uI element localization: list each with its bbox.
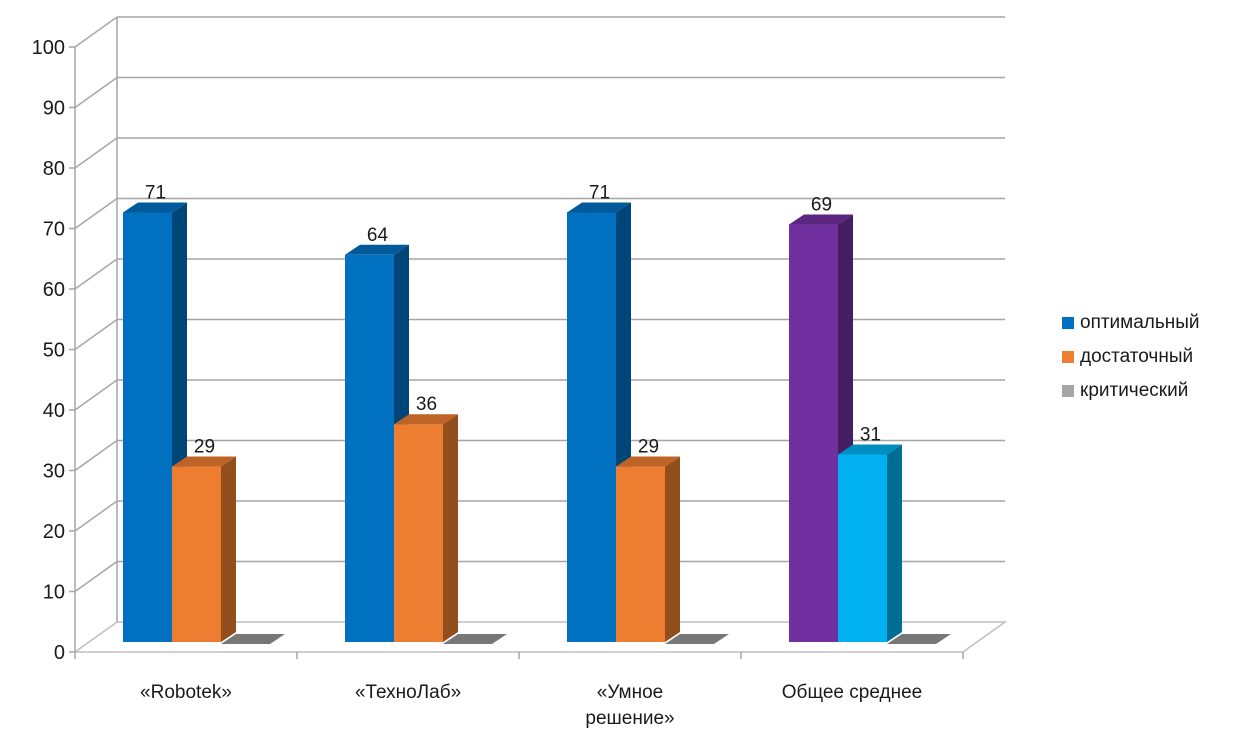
category-label: «ТехноЛаб» <box>355 682 461 703</box>
y-tick-label: 80 <box>43 158 65 180</box>
legend-item-sufficient: достаточный <box>1062 340 1200 374</box>
legend-swatch-optimal <box>1062 317 1074 329</box>
category-label: «Robotek» <box>140 682 232 703</box>
data-labels: 71 29 64 36 71 29 69 31 <box>145 182 881 457</box>
gridline <box>74 379 1005 411</box>
y-tick-label: 20 <box>43 521 65 543</box>
bar <box>616 456 680 642</box>
bar <box>394 414 458 642</box>
gridline <box>74 16 1005 48</box>
data-label: 31 <box>860 424 881 445</box>
data-label: 71 <box>589 182 610 203</box>
bar <box>172 456 236 642</box>
gridline <box>74 137 1005 169</box>
bar <box>221 634 285 644</box>
data-label: 69 <box>811 195 832 216</box>
bar <box>665 634 729 644</box>
category-axis: «Robotek» «ТехноЛаб» «Умное решение» Общее с… <box>74 652 964 729</box>
data-label: 36 <box>416 394 437 415</box>
value-axis: 0 10 20 30 40 50 60 70 80 90 100 <box>32 37 76 664</box>
legend: оптимальный достаточный критический <box>1062 306 1200 408</box>
category-label: «Умное <box>597 682 663 703</box>
data-label: 29 <box>638 437 659 458</box>
data-label: 64 <box>367 225 389 246</box>
gridlines <box>74 16 1005 593</box>
category-label: решение» <box>585 708 674 729</box>
legend-item-optimal: оптимальный <box>1062 306 1200 340</box>
y-tick-label: 70 <box>43 219 65 241</box>
y-tick-label: 30 <box>43 461 65 483</box>
bar <box>887 634 951 644</box>
bar <box>567 202 631 642</box>
bars <box>123 202 951 644</box>
bar <box>838 444 902 642</box>
legend-item-critical: критический <box>1062 374 1200 408</box>
y-tick-label: 40 <box>43 400 65 422</box>
floor <box>72 621 1008 653</box>
gridline <box>74 439 1005 472</box>
gridline <box>74 197 1005 230</box>
legend-swatch-sufficient <box>1062 351 1074 363</box>
legend-label-optimal: оптимальный <box>1080 312 1200 333</box>
bar <box>123 202 187 642</box>
y-tick-label: 10 <box>43 582 65 604</box>
y-tick-label: 60 <box>43 279 65 301</box>
data-label: 29 <box>194 437 215 458</box>
legend-label-critical: критический <box>1080 380 1189 401</box>
y-tick-label: 90 <box>43 98 65 120</box>
bar <box>443 634 507 644</box>
gridline <box>74 76 1005 109</box>
gridline <box>74 258 1005 290</box>
y-tick-label: 0 <box>54 642 65 664</box>
category-label: Общее среднее <box>782 682 922 703</box>
legend-label-sufficient: достаточный <box>1080 346 1194 367</box>
data-label: 71 <box>145 182 166 203</box>
y-tick-label: 50 <box>43 340 65 362</box>
legend-swatch-critical <box>1062 385 1074 397</box>
y-tick-label: 100 <box>32 37 65 59</box>
gridline <box>74 318 1005 351</box>
